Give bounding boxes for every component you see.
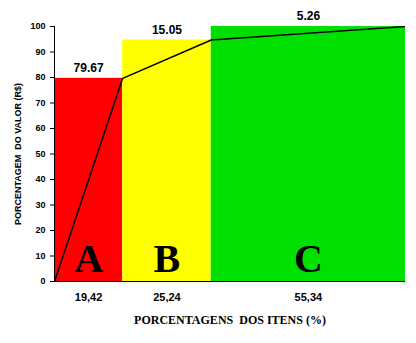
svg-text:80: 80 bbox=[35, 72, 45, 82]
svg-text:100: 100 bbox=[30, 21, 45, 31]
svg-text:19,42: 19,42 bbox=[75, 291, 103, 303]
svg-text:B: B bbox=[154, 236, 181, 281]
svg-text:20: 20 bbox=[35, 225, 45, 235]
svg-text:PORCENTAGEM DO VALOR (R$): PORCENTAGEM DO VALOR (R$) bbox=[13, 83, 23, 225]
svg-text:0: 0 bbox=[40, 276, 45, 286]
svg-text:C: C bbox=[294, 236, 323, 281]
svg-text:15.05: 15.05 bbox=[152, 23, 182, 37]
svg-text:79.67: 79.67 bbox=[74, 61, 104, 75]
svg-text:5.26: 5.26 bbox=[297, 9, 321, 23]
svg-text:55,34: 55,34 bbox=[295, 291, 323, 303]
svg-text:50: 50 bbox=[35, 149, 45, 159]
svg-text:PORCENTAGENS DOS ITENS (%): PORCENTAGENS DOS ITENS (%) bbox=[134, 313, 326, 327]
svg-text:90: 90 bbox=[35, 47, 45, 57]
svg-text:60: 60 bbox=[35, 123, 45, 133]
svg-text:30: 30 bbox=[35, 200, 45, 210]
svg-text:70: 70 bbox=[35, 98, 45, 108]
svg-text:10: 10 bbox=[35, 251, 45, 261]
svg-text:A: A bbox=[74, 236, 103, 281]
svg-text:40: 40 bbox=[35, 174, 45, 184]
svg-text:25,24: 25,24 bbox=[153, 291, 181, 303]
